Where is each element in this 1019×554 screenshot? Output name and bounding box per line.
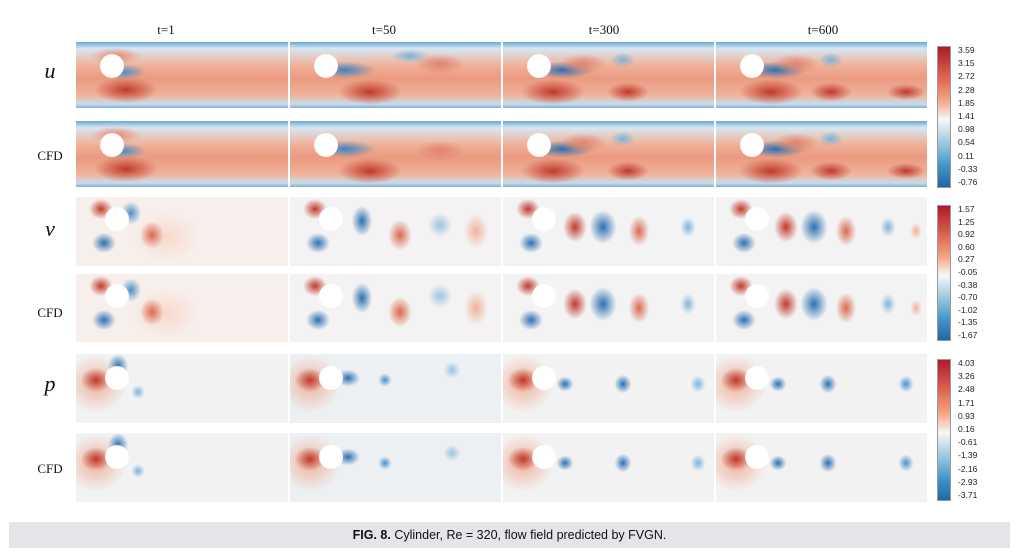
cylinder-obstacle: [106, 446, 128, 468]
colorbar-tick-label: -0.76: [958, 177, 978, 187]
field-panel-p-t300: [503, 354, 714, 423]
colorbar-v: [937, 205, 951, 341]
field-panel-p-t600: [716, 354, 927, 423]
cylinder-obstacle: [741, 55, 763, 77]
colorbar-tick-label: -1.39: [958, 450, 978, 461]
cylinder-obstacle: [746, 446, 768, 468]
colorbar-tick-label: 2.48: [958, 384, 975, 395]
colorbar-tick-label: 3.26: [958, 371, 975, 382]
colorbar-tick-label: -0.38: [958, 279, 978, 290]
colorbar-tick-label: -1.02: [958, 304, 978, 315]
cylinder-obstacle: [320, 446, 342, 468]
colorbar-tick-label: -0.33: [958, 163, 978, 174]
field-panel-v-t300: [503, 197, 714, 266]
cylinder-obstacle: [533, 446, 555, 468]
colorbar-tick-label: -1.35: [958, 317, 978, 328]
cylinder-obstacle: [106, 285, 128, 307]
field-panel-p-cfd-t50: [290, 433, 501, 502]
row-label-v: v: [45, 216, 55, 241]
colorbar-tick-label: -0.70: [958, 292, 978, 303]
cylinder-obstacle: [533, 208, 555, 230]
colorbar-tick-label: 0.92: [958, 229, 975, 240]
colorbar-tick-label: 2.72: [958, 71, 975, 82]
colorbar-tick-label: -2.16: [958, 463, 978, 474]
cylinder-obstacle: [320, 367, 342, 389]
caption-text: Cylinder, Re = 320, flow field predicted…: [390, 528, 667, 542]
colorbar-tick-label: -0.61: [958, 437, 978, 448]
colorbar-tick-label: -2.93: [958, 476, 978, 487]
colorbar-tick-label: -1.67: [958, 330, 978, 340]
cylinder-obstacle: [106, 208, 128, 230]
row-label-cfd-v: CFD: [37, 305, 63, 320]
cylinder-obstacle: [106, 367, 128, 389]
row-label-cfd-u: CFD: [37, 148, 63, 163]
colorbar-tick-label: 0.11: [958, 150, 974, 161]
field-panel-p-t50: [290, 354, 501, 423]
field-panel-v-t1: [76, 197, 288, 266]
cylinder-obstacle: [746, 208, 768, 230]
field-panel-u-cfd-t300: [503, 121, 714, 187]
colorbar-tick-label: 3.59: [958, 45, 975, 55]
colorbar-tick-label: 1.57: [958, 204, 975, 214]
field-panel-u-cfd-t50: [290, 121, 501, 187]
colorbar-tick-label: 4.03: [958, 358, 975, 368]
field-panel-u-t300: [503, 42, 714, 108]
field-panel-u-t50: [290, 42, 501, 108]
field-panel-v-cfd-t600: [716, 274, 927, 342]
cylinder-obstacle: [315, 134, 337, 156]
field-panel-p-cfd-t300: [503, 433, 714, 502]
cylinder-obstacle: [320, 208, 342, 230]
cylinder-obstacle: [101, 134, 123, 156]
figure-caption: FIG. 8. Cylinder, Re = 320, flow field p…: [9, 522, 1010, 548]
field-panel-v-t50: [290, 197, 501, 266]
field-panel-v-t600: [716, 197, 927, 266]
field-panel-u-t600: [716, 42, 927, 108]
column-label-t600: t=600: [807, 22, 839, 37]
column-label-t300: t=300: [588, 22, 620, 37]
cylinder-obstacle: [746, 367, 768, 389]
colorbar-tick-label: 1.41: [958, 111, 975, 121]
colorbar-tick-label: 0.98: [958, 124, 975, 135]
figure-label: FIG. 8.: [352, 528, 391, 542]
field-panel-p-t1: [76, 354, 288, 423]
colorbar-u: [937, 46, 951, 188]
colorbar-p: [937, 359, 951, 501]
cylinder-obstacle: [533, 285, 555, 307]
row-label-p: p: [44, 371, 56, 396]
colorbar-tick-label: 1.25: [958, 216, 975, 227]
colorbar-tick-label: -3.71: [958, 490, 978, 500]
column-label-t50: t=50: [372, 22, 396, 37]
row-label-cfd-p: CFD: [37, 461, 63, 476]
colorbar-tick-label: -0.05: [958, 267, 978, 277]
field-panel-v-cfd-t1: [76, 274, 288, 342]
row-label-u: u: [44, 58, 56, 83]
colorbar-tick-label: 0.27: [958, 254, 975, 265]
colorbar-tick-label: 2.28: [958, 84, 975, 95]
cylinder-obstacle: [746, 285, 768, 307]
colorbar-tick-label: 1.85: [958, 97, 975, 108]
cylinder-obstacle: [741, 134, 763, 156]
colorbar-tick-label: 0.93: [958, 410, 975, 421]
cylinder-obstacle: [320, 285, 342, 307]
colorbar-tick-label: 0.60: [958, 241, 975, 252]
field-panel-u-cfd-t1: [76, 121, 288, 187]
colorbar-tick-label: 0.54: [958, 137, 975, 148]
field-panel-u-t1: [76, 42, 288, 108]
cylinder-obstacle: [528, 55, 550, 77]
cylinder-obstacle: [528, 134, 550, 156]
cylinder-obstacle: [315, 55, 337, 77]
column-label-t1: t=1: [157, 22, 175, 37]
colorbar-tick-label: 3.15: [958, 58, 975, 69]
field-panel-u-cfd-t600: [716, 121, 927, 187]
colorbar-tick-label: 1.71: [958, 397, 975, 408]
colorbar-tick-label: 0.16: [958, 424, 975, 434]
field-panel-p-cfd-t1: [76, 433, 288, 502]
field-panel-v-cfd-t300: [503, 274, 714, 342]
field-panel-v-cfd-t50: [290, 274, 501, 342]
field-panel-p-cfd-t600: [716, 433, 927, 502]
cylinder-obstacle: [533, 367, 555, 389]
cylinder-obstacle: [101, 55, 123, 77]
